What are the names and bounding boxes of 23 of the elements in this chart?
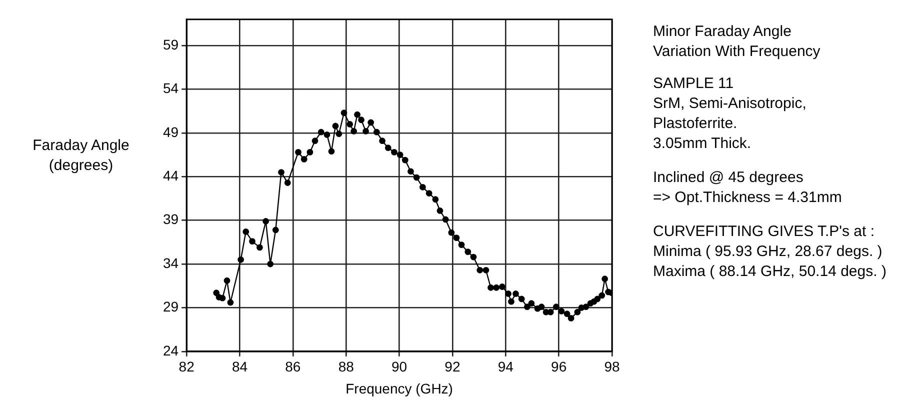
x-tick-label: 88 — [338, 358, 354, 375]
text: SAMPLE 11 SrM, Semi-Anisotropic, Plastoferrite. 3.05mm Thick. — [653, 74, 808, 154]
x-axis-title: Frequency (GHz) — [346, 380, 453, 396]
x-tick-label: 94 — [498, 358, 514, 375]
y-tick-label: 34 — [162, 254, 179, 271]
x-tick-label: 84 — [232, 358, 248, 375]
text: Minor Faraday Angle Variation With Frequency — [653, 22, 822, 62]
y-tick-label: 39 — [162, 211, 179, 228]
x-tick-label: 98 — [604, 358, 620, 375]
y-tick-label: 44 — [162, 168, 179, 184]
text: CURVEFITTING GIVES T.P's at : Minima ( 95.93 GHz, 28.67 degs. ) Maxima ( 88.14 GHz, 50.14 degs. ) — [653, 222, 888, 282]
x-tick-label: 96 — [551, 358, 567, 375]
y-tick-label: 54 — [162, 80, 179, 96]
y-tick-label: 49 — [162, 124, 179, 140]
y-tick-label: 24 — [162, 342, 179, 358]
y-tick-label: 29 — [162, 298, 179, 315]
x-tick-label: 82 — [178, 358, 195, 375]
x-tick-label: 90 — [391, 358, 408, 375]
text: Inclined @ 45 degrees => Opt.Thickness = 4.31mm — [653, 168, 843, 208]
x-tick-label: 92 — [444, 358, 460, 375]
y-axis-title: Faraday Angle (degrees) — [32, 136, 130, 176]
y-tick-label: 59 — [162, 36, 179, 52]
x-tick-label: 86 — [285, 358, 301, 375]
